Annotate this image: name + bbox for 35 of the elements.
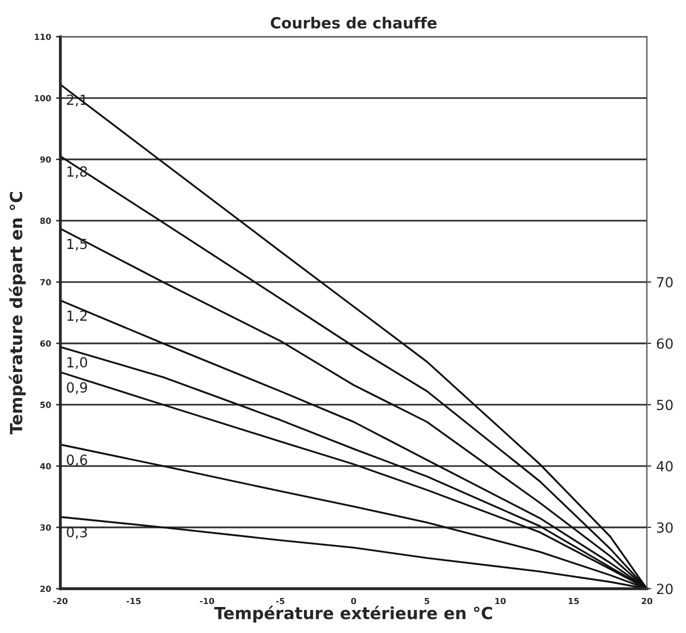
x-tick-label: -10: [200, 598, 214, 604]
y-tick-label: 90: [40, 156, 51, 163]
x-tick-label: 20: [642, 598, 652, 604]
x-tick-label: 5: [424, 598, 430, 604]
y-tick-label: 30: [40, 524, 51, 531]
series-label: 0,9: [66, 382, 88, 394]
chart-title: Courbes de chauffe: [270, 16, 437, 29]
series-label: 1,2: [67, 310, 87, 322]
y-tick-label: 60: [40, 340, 51, 347]
y-tick-label: 70: [40, 279, 51, 286]
y-tick-label: 20: [40, 586, 51, 592]
x-tick-label: -5: [276, 598, 284, 604]
x-tick-label: -20: [53, 598, 68, 604]
y2-tick-label: 50: [657, 400, 673, 410]
y-axis-title: Température départ en °C: [8, 192, 26, 434]
x-tick-label: 15: [568, 598, 579, 604]
x-tick-label: 10: [495, 598, 506, 604]
y-tick-label: 110: [34, 34, 51, 40]
y2-tick-label: 20: [656, 584, 673, 594]
y2-tick-label: 60: [656, 338, 673, 349]
y2-tick-label: 70: [657, 277, 673, 288]
y2-tick-label: 40: [656, 460, 673, 472]
series-label: 1,8: [67, 166, 88, 178]
series-label: 1,5: [67, 238, 87, 251]
y2-tick-label: 30: [656, 522, 673, 533]
y-tick-label: 40: [40, 463, 51, 470]
series-label: 0,3: [66, 526, 87, 539]
series-label: 0,6: [66, 454, 88, 466]
x-tick-label: -15: [126, 598, 141, 604]
y-tick-label: 80: [40, 218, 51, 224]
series-label: 1,0: [67, 357, 88, 369]
y-tick-label: 50: [40, 402, 51, 408]
y-tick-label: 100: [34, 95, 51, 102]
x-tick-label: 0: [351, 598, 356, 604]
x-axis-title: Température extérieure en °C: [214, 606, 492, 623]
